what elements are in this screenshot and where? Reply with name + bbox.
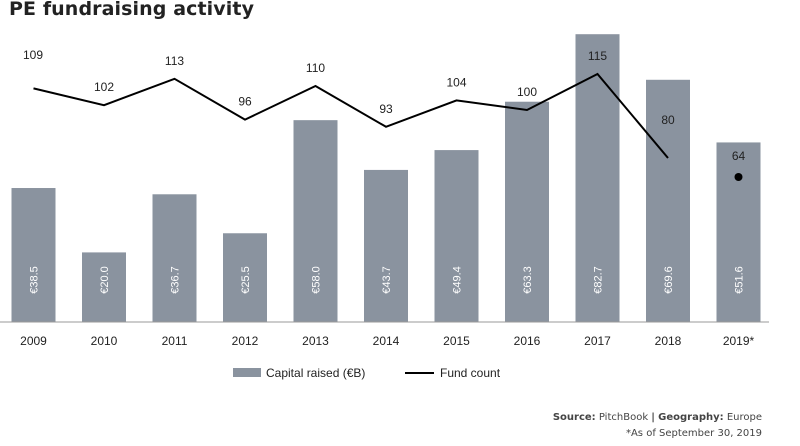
- x-tick-label-group: 2009 2010 2011 2012 2013 2014 2015 2016 2017 2018…: [20, 334, 754, 348]
- bar-2016: [505, 101, 549, 322]
- source-label: Source:: [552, 412, 596, 423]
- bar-value-label: €58.0: [311, 266, 323, 294]
- as-of-note: *As of September 30, 2019: [625, 428, 762, 439]
- bar-2013: [293, 120, 338, 322]
- bar-value-label: €36.7: [170, 266, 182, 294]
- bar-label-group: €38.5 €20.0 €36.7 €25.5 €58.0 €43.7 €49.4 €63.3…: [29, 266, 746, 294]
- fund-count-label: 113: [165, 54, 184, 68]
- x-tick-label: 2011: [162, 334, 188, 348]
- x-tick-label: 2017: [584, 334, 611, 348]
- source-separator: |: [651, 412, 655, 423]
- bar-2019: [716, 142, 761, 322]
- fund-count-label: 115: [588, 49, 607, 63]
- geography-label: Geography:: [658, 412, 724, 423]
- bar-2014: [364, 169, 408, 322]
- fund-count-label: 100: [517, 85, 537, 99]
- bar-value-label: €43.7: [381, 266, 393, 294]
- fund-count-line-group: 109 102 113 96 110 93 104 100 115 80 64: [23, 48, 746, 181]
- fund-count-label: 80: [661, 113, 675, 127]
- fund-count-label: 110: [306, 61, 325, 75]
- chart-title: PE fundraising activity: [9, 0, 255, 20]
- bar-value-label: €51.6: [734, 266, 746, 294]
- x-tick-label: 2010: [91, 334, 118, 348]
- bar-2015: [434, 150, 479, 322]
- x-tick-label: 2016: [514, 334, 541, 348]
- legend-swatch-capital-raised: [233, 368, 261, 377]
- fund-count-label: 64: [732, 149, 746, 163]
- fund-count-label: 93: [379, 102, 393, 116]
- fund-count-label: 104: [446, 75, 466, 89]
- legend: Capital raised (€B) Fund count: [233, 366, 501, 380]
- source-value: PitchBook: [598, 412, 649, 423]
- bar-value-label: €63.3: [522, 266, 534, 294]
- fund-count-point-2019: [734, 173, 743, 181]
- legend-label-fund-count: Fund count: [440, 366, 501, 380]
- bar-2011: [152, 194, 197, 322]
- x-tick-label: 2019*: [723, 334, 755, 348]
- bar-value-label: €20.0: [99, 266, 111, 294]
- geography-value: Europe: [726, 412, 762, 423]
- fund-count-label: 109: [23, 48, 43, 62]
- x-tick-label: 2009: [20, 334, 47, 348]
- bar-value-label: €38.5: [29, 266, 41, 294]
- x-tick-label: 2015: [443, 334, 470, 348]
- x-tick-label: 2012: [232, 334, 259, 348]
- bar-value-label: €69.6: [663, 266, 675, 294]
- source-note: Source: PitchBook | Geography: Europe: [553, 412, 762, 423]
- fund-count-line: [33, 72, 669, 159]
- bar-2009: [11, 188, 56, 322]
- legend-label-capital-raised: Capital raised (€B): [266, 366, 365, 380]
- bar-2018: [646, 79, 690, 323]
- x-tick-label: 2018: [655, 334, 682, 348]
- bar-value-label: €49.4: [452, 266, 464, 294]
- x-tick-label: 2013: [302, 334, 329, 348]
- x-tick-label: 2014: [373, 334, 400, 348]
- bar-2010: [82, 252, 126, 322]
- bar-value-label: €82.7: [593, 266, 605, 294]
- fund-count-label: 96: [238, 95, 252, 109]
- bar-2012: [223, 233, 267, 322]
- bar-group: [11, 34, 761, 323]
- bar-value-label: €25.5: [240, 266, 252, 294]
- fund-count-label: 102: [94, 80, 114, 94]
